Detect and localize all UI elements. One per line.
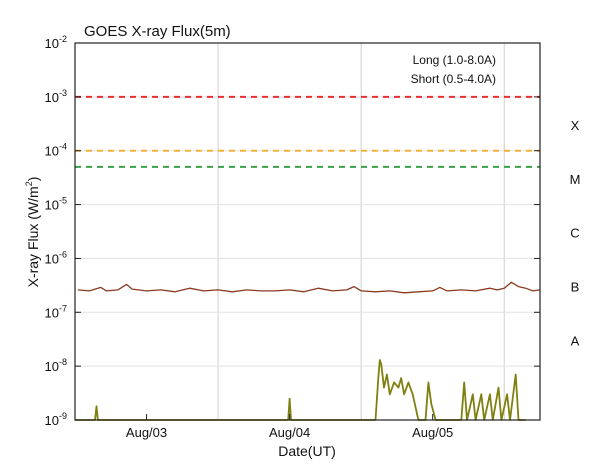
y-axis-title-close: ) xyxy=(25,177,41,182)
x-tick-label: Aug/05 xyxy=(412,425,453,440)
x-axis-title: Date(UT) xyxy=(278,443,336,459)
flare-class-label: C xyxy=(570,226,579,241)
legend-long: Long (1.0-8.0A) xyxy=(413,53,496,67)
x-tick-label: Aug/04 xyxy=(269,425,310,440)
legend-short: Short (0.5-4.0A) xyxy=(411,72,496,86)
x-tick-label: Aug/03 xyxy=(126,425,167,440)
y-axis-title-main: X-ray Flux (W/m xyxy=(25,186,41,287)
y-axis-title: X-ray Flux (W/m2) xyxy=(24,177,41,288)
flare-class-label: A xyxy=(571,333,580,348)
flare-class-label: M xyxy=(570,172,581,187)
flare-class-label: B xyxy=(571,280,580,295)
flare-class-label: X xyxy=(571,118,580,133)
chart-title: GOES X-ray Flux(5m) xyxy=(84,23,231,40)
